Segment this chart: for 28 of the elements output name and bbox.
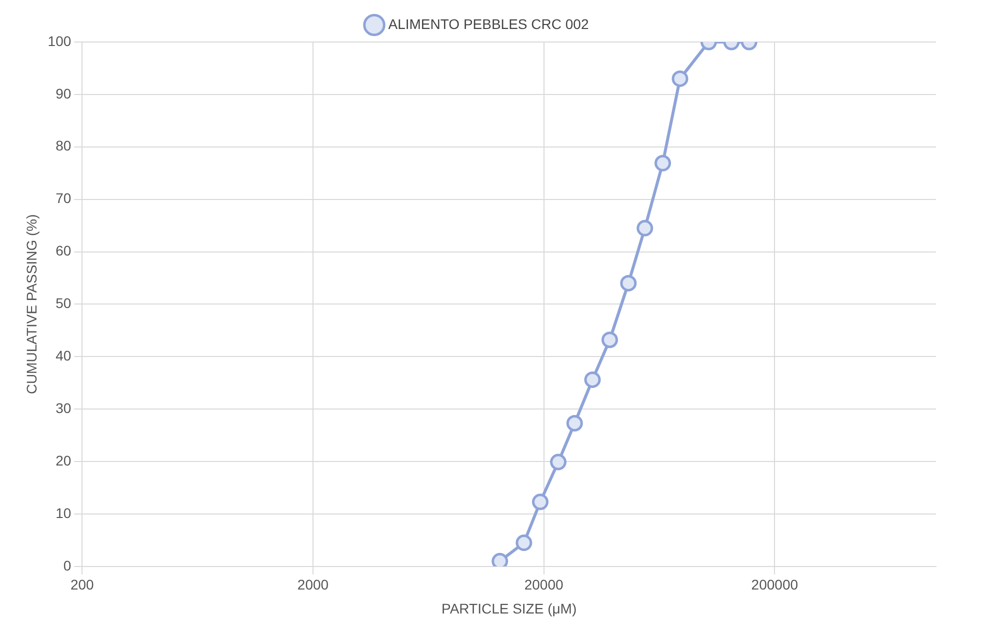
y-tick-label: 30 [56,400,72,416]
point [672,70,688,87]
point [636,220,654,236]
y-tick-label: 10 [56,504,72,521]
y-tick-label: 20 [56,452,72,468]
point [584,371,601,388]
y-tick-label: 70 [56,190,72,206]
point [566,414,583,432]
x-tick-label: 20000 [524,576,564,593]
y-tick-label: 100 [48,32,72,49]
x-tick-label: 200 [70,576,94,593]
x-tick-label: 200000 [751,576,798,593]
point [532,494,548,510]
point [516,534,532,552]
point [654,154,671,172]
y-tick-label: 60 [56,242,72,259]
point [550,454,567,470]
y-tick-label: 40 [56,348,72,364]
y-tick-label: 90 [56,85,72,102]
y-tick-label: 50 [56,295,72,312]
legend-label: ALIMENTO PEBBLES CRC 002 [388,16,589,32]
x-axis-title: PARTICLE SIZE (μM) [442,600,577,616]
y-tick-label: 80 [56,138,72,154]
point [601,332,618,348]
x-tick-label: 2000 [297,576,329,593]
y-axis-title: CUMULATIVE PASSING (%) [23,214,40,394]
y-tick-label: 0 [63,557,72,574]
point [620,274,637,292]
